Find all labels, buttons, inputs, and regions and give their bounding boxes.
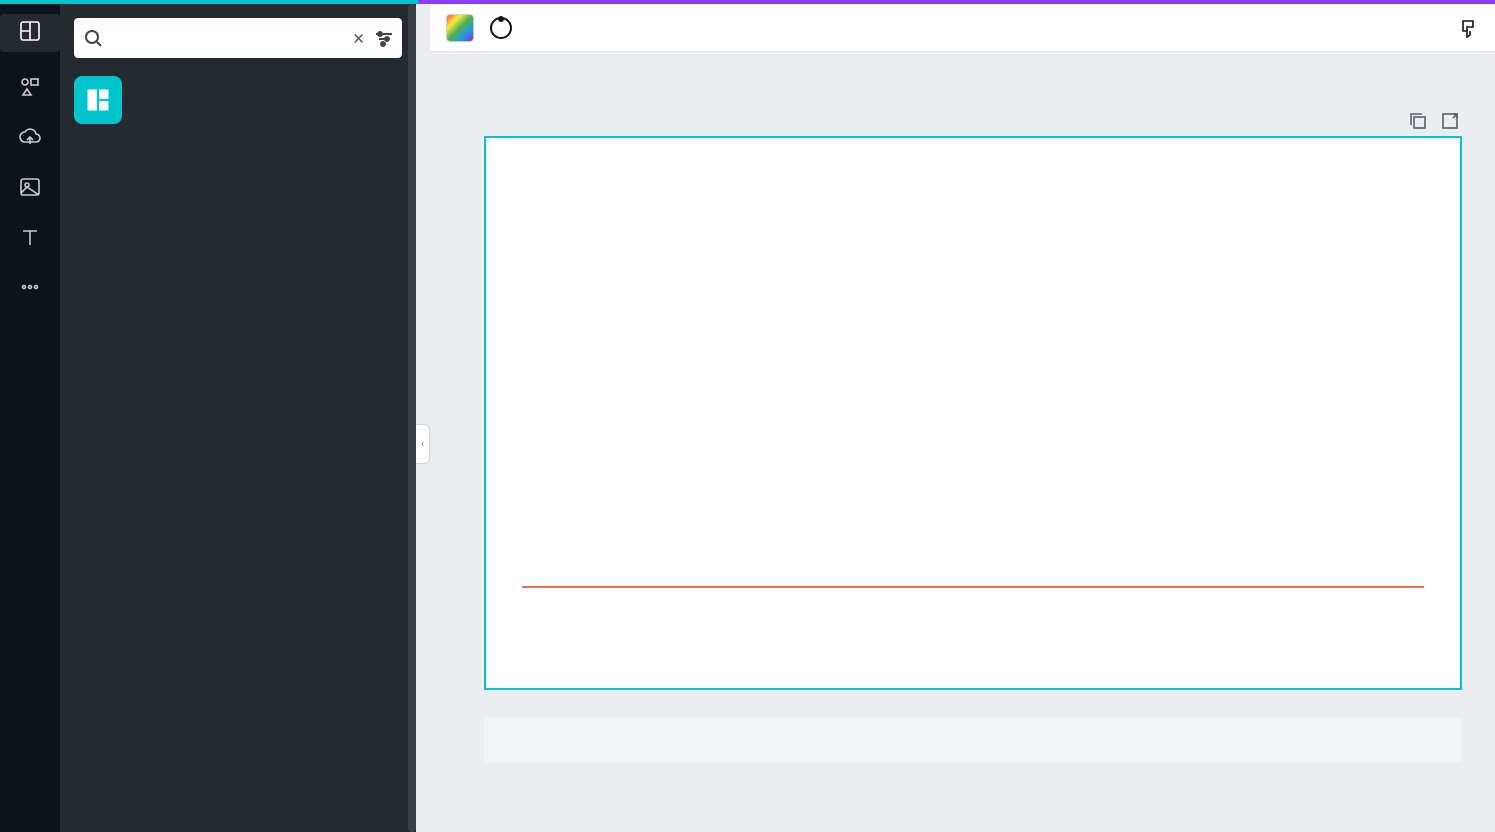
background-color-picker[interactable] bbox=[446, 14, 474, 42]
animate-button[interactable] bbox=[490, 17, 522, 39]
search-box: × bbox=[74, 18, 402, 58]
animate-icon bbox=[490, 17, 512, 39]
templates-icon bbox=[19, 20, 41, 42]
chevron-left-icon: ‹ bbox=[416, 424, 430, 464]
rail-text[interactable] bbox=[0, 226, 60, 252]
separator-line bbox=[522, 586, 1424, 588]
text-icon bbox=[19, 226, 41, 248]
promo-banner[interactable] bbox=[74, 76, 402, 124]
rail-templates[interactable] bbox=[0, 14, 60, 52]
duplicate-page-icon[interactable] bbox=[1409, 112, 1427, 130]
expand-page-icon[interactable] bbox=[1441, 112, 1459, 130]
search-input[interactable] bbox=[112, 30, 343, 47]
canvas-scroll[interactable] bbox=[430, 52, 1495, 832]
editor-toolbar bbox=[430, 4, 1495, 52]
more-icon bbox=[19, 276, 41, 298]
rail-more[interactable] bbox=[0, 276, 60, 302]
format-painter-icon[interactable] bbox=[1459, 18, 1479, 38]
template-grid bbox=[74, 138, 402, 148]
search-icon bbox=[84, 29, 102, 47]
photos-icon bbox=[19, 176, 41, 198]
page-tools bbox=[480, 112, 1465, 130]
add-page-button[interactable] bbox=[484, 718, 1462, 762]
design-canvas[interactable] bbox=[484, 136, 1462, 690]
clear-search-icon[interactable]: × bbox=[353, 26, 364, 50]
connector-lines bbox=[486, 138, 1460, 688]
filter-icon[interactable] bbox=[374, 29, 392, 47]
promo-pro-icon bbox=[74, 76, 122, 124]
uploads-icon bbox=[19, 126, 41, 148]
rail-uploads[interactable] bbox=[0, 126, 60, 152]
elements-icon bbox=[19, 76, 41, 98]
main-area bbox=[430, 4, 1495, 832]
templates-panel: × bbox=[60, 4, 416, 832]
rail-photos[interactable] bbox=[0, 176, 60, 202]
tool-rail bbox=[0, 4, 60, 832]
panel-collapse-handle[interactable]: ‹ bbox=[416, 4, 430, 832]
rail-elements[interactable] bbox=[0, 76, 60, 102]
